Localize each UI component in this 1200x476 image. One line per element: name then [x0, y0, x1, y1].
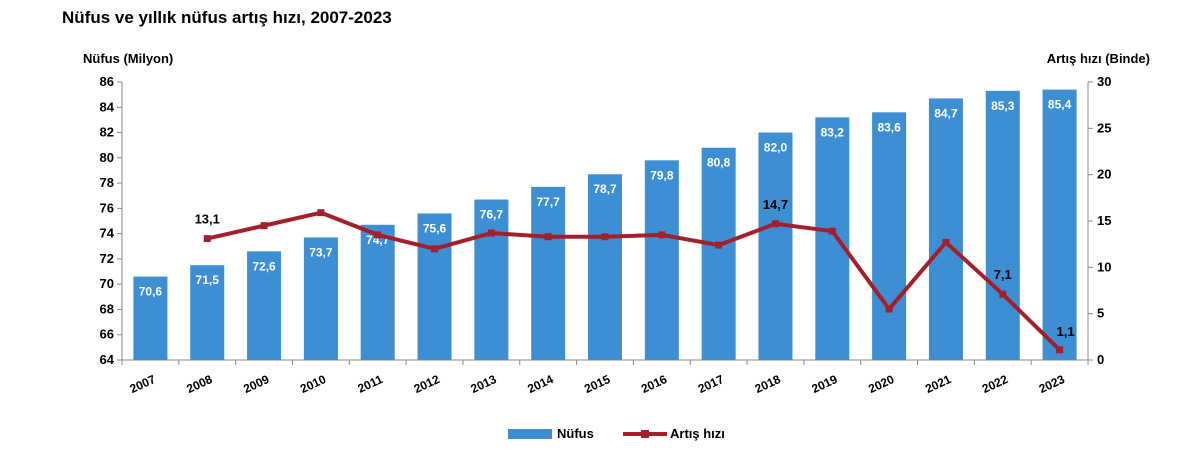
bar — [360, 224, 395, 360]
line-point — [658, 231, 666, 239]
bar — [644, 160, 679, 360]
line-point — [601, 233, 609, 241]
line-data-label: 7,1 — [994, 267, 1012, 282]
line-point — [999, 290, 1007, 298]
bar-label: 79,8 — [650, 168, 674, 182]
bar — [928, 98, 963, 360]
left-tick-label: 74 — [100, 226, 115, 241]
bar-label: 83,2 — [821, 125, 845, 139]
right-tick-label: 10 — [1097, 259, 1111, 274]
line-point — [885, 305, 893, 313]
bar — [417, 213, 452, 360]
x-tick-label: 2023 — [1037, 372, 1067, 396]
left-tick-label: 80 — [100, 150, 114, 165]
bar-label: 71,5 — [196, 273, 220, 287]
line-point — [1056, 346, 1064, 354]
bar-label: 84,7 — [934, 106, 958, 120]
x-tick-label: 2011 — [355, 372, 385, 396]
left-tick-label: 84 — [100, 99, 115, 114]
bar-label: 70,6 — [139, 285, 163, 299]
left-tick-label: 64 — [100, 352, 115, 367]
left-tick-label: 82 — [100, 125, 114, 140]
line-point — [431, 245, 439, 253]
x-tick-label: 2009 — [241, 372, 271, 396]
line-point — [203, 235, 211, 243]
legend: Nüfus Artış hızı — [508, 426, 725, 441]
x-tick-label: 2007 — [128, 372, 158, 396]
bar-label: 85,3 — [991, 99, 1015, 113]
bar — [815, 117, 850, 360]
bar-label: 73,7 — [309, 245, 333, 259]
x-tick-label: 2020 — [866, 372, 896, 396]
bar-label: 83,6 — [877, 120, 901, 134]
legend-swatch-bar — [508, 429, 552, 439]
line-point — [260, 222, 268, 230]
right-tick-label: 0 — [1097, 352, 1104, 367]
right-tick-label: 30 — [1097, 74, 1111, 89]
bar — [190, 265, 225, 360]
line-data-label: 13,1 — [195, 212, 220, 227]
x-tick-label: 2008 — [184, 372, 214, 396]
bar — [985, 90, 1020, 360]
bar — [1042, 89, 1077, 360]
left-tick-label: 72 — [100, 251, 114, 266]
line-point — [942, 238, 950, 246]
bar — [247, 251, 282, 360]
x-tick-label: 2012 — [412, 372, 442, 396]
line-data-label: 14,7 — [763, 197, 788, 212]
bar-label: 85,4 — [1048, 98, 1072, 112]
line-point — [715, 241, 723, 249]
chart-title: Nüfus ve yıllık nüfus artış hızı, 2007-2… — [62, 8, 392, 27]
x-tick-label: 2014 — [525, 372, 555, 396]
legend-label-bar: Nüfus — [557, 426, 594, 441]
x-tick-label: 2015 — [582, 372, 612, 396]
right-tick-label: 25 — [1097, 120, 1111, 135]
bar — [872, 112, 907, 360]
bar-label: 75,6 — [423, 221, 447, 235]
right-axis-title: Artış hızı (Binde) — [1047, 51, 1150, 66]
x-tick-label: 2010 — [298, 372, 328, 396]
line-point — [544, 233, 552, 241]
right-tick-label: 20 — [1097, 167, 1111, 182]
left-tick-label: 86 — [100, 74, 114, 89]
x-tick-label: 2013 — [469, 372, 499, 396]
legend-swatch-marker — [641, 430, 649, 438]
bar-label: 80,8 — [707, 156, 731, 170]
bar-label: 78,7 — [593, 182, 617, 196]
x-tick-label: 2018 — [753, 372, 783, 396]
left-tick-label: 68 — [100, 301, 114, 316]
line-point — [771, 220, 779, 228]
bar-label: 77,7 — [536, 195, 560, 209]
bar-label: 76,7 — [480, 208, 504, 222]
line-point — [317, 209, 325, 217]
bar-label: 72,6 — [252, 259, 276, 273]
bar-label: 82,0 — [764, 141, 788, 155]
left-tick-label: 70 — [100, 276, 114, 291]
x-tick-label: 2017 — [696, 372, 726, 396]
left-tick-label: 78 — [100, 175, 114, 190]
line-data-label: 1,1 — [1057, 324, 1075, 339]
left-tick-label: 66 — [100, 327, 114, 342]
left-tick-label: 76 — [100, 200, 114, 215]
bar — [531, 186, 566, 360]
bar — [701, 147, 736, 360]
line-point — [374, 231, 382, 239]
bar — [133, 276, 168, 360]
line-point — [487, 229, 495, 237]
line-point — [828, 227, 836, 235]
right-tick-label: 5 — [1097, 306, 1104, 321]
x-tick-label: 2019 — [809, 372, 839, 396]
x-tick-label: 2022 — [980, 372, 1010, 396]
bar — [588, 174, 622, 360]
series-line — [206, 210, 1061, 352]
bar — [474, 199, 509, 360]
left-axis-title: Nüfus (Milyon) — [83, 51, 173, 66]
bar — [303, 237, 338, 360]
x-tick-label: 2021 — [923, 372, 953, 396]
legend-label-line: Artış hızı — [670, 426, 725, 441]
bar — [758, 132, 793, 360]
x-tick-label: 2016 — [639, 372, 669, 396]
right-tick-label: 15 — [1097, 213, 1111, 228]
